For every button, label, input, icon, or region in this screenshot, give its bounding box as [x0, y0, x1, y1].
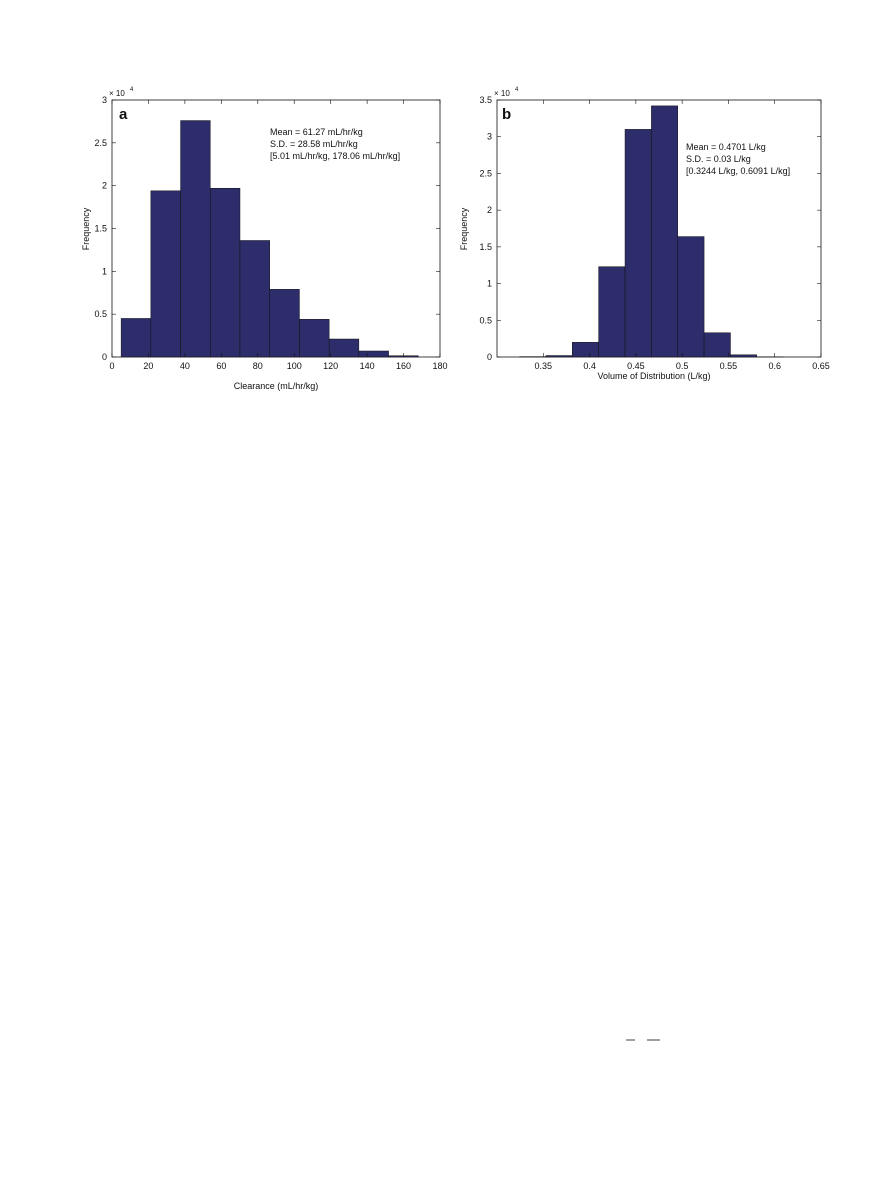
bar-b-5 [624, 129, 652, 358]
y-multiplier-exp-a: 4 [130, 87, 134, 93]
y-tick-label-b-1: 0 [487, 352, 492, 362]
x-tick-label-a-3: 40 [180, 361, 190, 371]
y-tick-label-a-7: 3 [102, 95, 107, 105]
annotation-mean-a: Mean = 61.27 mL/hr/kg [270, 127, 363, 137]
x-tick-label-a-6: 100 [287, 361, 302, 371]
y-multiplier-exp-b: 4 [515, 87, 519, 93]
annotation-range-b: [0.3244 L/kg, 0.6091 L/kg] [686, 166, 790, 176]
y-ticks-b: 0 0.5 1 1.5 2 2.5 3 3.5 [479, 95, 821, 362]
annotation-sd-a: S.D. = 28.58 mL/hr/kg [270, 139, 358, 149]
bar-b-3 [572, 342, 599, 358]
x-axis-label-a: Clearance (mL/hr/kg) [234, 381, 319, 391]
y-axis-label-b: Frequency [459, 207, 469, 250]
panel-label-a: a [119, 106, 128, 123]
x-tick-label-a-10: 180 [432, 361, 447, 371]
x-tick-label-a-4: 60 [216, 361, 226, 371]
x-tick-label-b-3: 0.45 [627, 361, 645, 371]
y-ticks-a: 0 0.5 1 1.5 2 2.5 3 [94, 95, 440, 362]
x-tick-label-a-5: 80 [253, 361, 263, 371]
y-tick-label-b-8: 3.5 [479, 95, 492, 105]
y-multiplier-b: × 10 [494, 89, 510, 98]
x-tick-label-a-2: 20 [143, 361, 153, 371]
y-tick-label-a-2: 0.5 [94, 309, 107, 319]
annotation-range-a: [5.01 mL/hr/kg, 178.06 mL/hr/kg] [270, 151, 400, 161]
x-tick-label-b-2: 0.4 [583, 361, 596, 371]
y-tick-label-b-6: 2.5 [479, 168, 492, 178]
bar-b-6 [651, 105, 678, 358]
bar-a-3 [180, 120, 211, 358]
y-tick-label-b-4: 1.5 [479, 242, 492, 252]
annotation-mean-b: Mean = 0.4701 L/kg [686, 142, 766, 152]
x-tick-label-a-7: 120 [323, 361, 338, 371]
x-tick-label-b-6: 0.6 [768, 361, 781, 371]
x-tick-label-b-5: 0.55 [720, 361, 738, 371]
bar-a-6 [269, 289, 300, 358]
x-tick-label-a-1: 0 [109, 361, 114, 371]
y-tick-label-a-1: 0 [102, 352, 107, 362]
chart-a: 0 20 40 60 80 100 120 140 160 180 0 0.5 1 1.5 2 2.5 3 a… [81, 87, 448, 391]
x-tick-label-b-1: 0.35 [535, 361, 553, 371]
x-ticks-a: 0 20 40 60 80 100 120 140 160 180 [109, 100, 448, 371]
y-axis-label-a: Frequency [81, 207, 91, 250]
y-tick-label-a-4: 1.5 [94, 224, 107, 234]
x-axis-label-b: Volume of Distribution (L/kg) [597, 371, 710, 381]
y-tick-label-b-7: 3 [487, 132, 492, 142]
bar-a-7 [299, 319, 330, 358]
bar-b-8 [703, 332, 731, 358]
y-multiplier-a: × 10 [109, 89, 125, 98]
bar-a-8 [328, 338, 360, 358]
y-tick-label-a-5: 2 [102, 181, 107, 191]
bar-a-5 [239, 240, 270, 358]
bar-a-1 [120, 318, 152, 358]
x-tick-label-b-4: 0.5 [676, 361, 689, 371]
bar-a-9 [358, 350, 389, 358]
bar-b-4 [598, 266, 626, 358]
x-tick-label-b-7: 0.65 [812, 361, 830, 371]
x-tick-label-a-8: 140 [360, 361, 375, 371]
bar-b-9 [730, 354, 758, 358]
y-tick-label-b-2: 0.5 [479, 315, 492, 325]
panel-label-b: b [502, 106, 511, 123]
annotation-sd-b: S.D. = 0.03 L/kg [686, 154, 751, 164]
y-tick-label-b-3: 1 [487, 279, 492, 289]
bars-a [120, 120, 419, 358]
bar-a-4 [210, 187, 241, 358]
bar-b-2 [545, 355, 573, 358]
y-tick-label-b-5: 2 [487, 205, 492, 215]
x-ticks-b: 0.35 0.4 0.45 0.5 0.55 0.6 0.65 [535, 100, 830, 371]
bars-b [519, 105, 784, 358]
bar-b-7 [677, 236, 705, 358]
y-tick-label-a-6: 2.5 [94, 138, 107, 148]
chart-b: 0.35 0.4 0.45 0.5 0.55 0.6 0.65 0 0.5 1 1.5 2 2.5 3 3… [459, 87, 830, 381]
y-tick-label-a-3: 1 [102, 266, 107, 276]
x-tick-label-a-9: 160 [396, 361, 411, 371]
bar-a-2 [150, 190, 181, 358]
